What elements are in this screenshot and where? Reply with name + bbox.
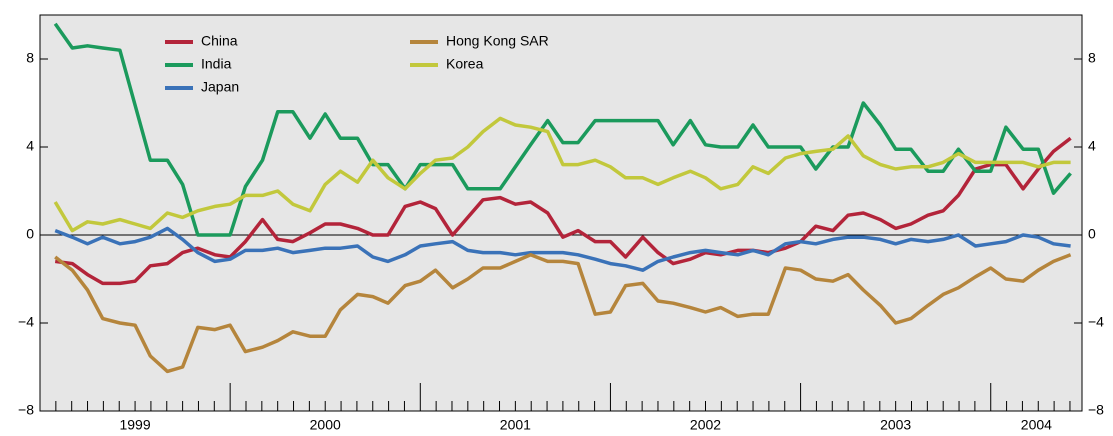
series-line: [53, 22, 1072, 237]
y-tick-label: 4: [26, 138, 34, 154]
plot-frame: [39, 14, 1083, 412]
legend-label: China: [201, 33, 238, 49]
legend-label: Hong Kong SAR: [446, 33, 549, 49]
legend-label: India: [201, 56, 232, 72]
series-line: [54, 226, 1071, 272]
x-tick-label: 2003: [880, 417, 911, 433]
plot-area: [40, 15, 1082, 411]
legend-label: Japan: [201, 79, 239, 95]
y-tick-label: 0: [26, 226, 34, 242]
x-tick-label: 2004: [1021, 417, 1052, 433]
legend-label: Korea: [446, 56, 484, 72]
y-tick-label: −4: [18, 314, 34, 330]
y-tick-label: −8: [1088, 402, 1104, 418]
y-tick-label: 4: [1088, 138, 1096, 154]
series-line: [54, 253, 1072, 374]
x-tick-label: 2002: [690, 417, 721, 433]
series-line: [54, 136, 1072, 286]
y-tick-label: −4: [1088, 314, 1104, 330]
series-line: [53, 116, 1071, 233]
y-tick-label: −8: [18, 402, 34, 418]
y-tick-label: 8: [26, 50, 34, 66]
y-tick-label: 0: [1088, 226, 1096, 242]
x-tick-label: 2001: [500, 417, 531, 433]
x-tick-label: 1999: [119, 417, 150, 433]
x-tick-label: 2000: [310, 417, 341, 433]
y-tick-label: 8: [1088, 50, 1096, 66]
